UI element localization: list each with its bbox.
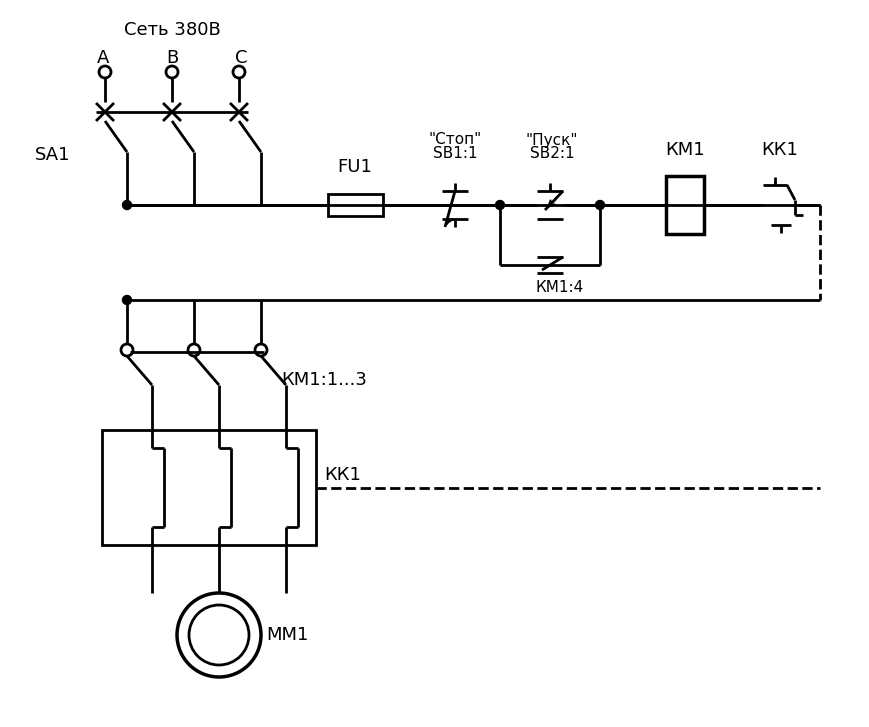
Bar — [666, 176, 704, 234]
Circle shape — [123, 295, 131, 305]
Text: КК1: КК1 — [761, 141, 799, 159]
Circle shape — [595, 201, 605, 209]
Text: Сеть 380В: Сеть 380В — [123, 21, 221, 39]
Circle shape — [495, 201, 505, 209]
Text: С: С — [235, 49, 248, 67]
Text: КК1: КК1 — [324, 467, 361, 484]
Text: SB1:1: SB1:1 — [433, 145, 477, 161]
Circle shape — [123, 201, 131, 209]
Text: SA1: SA1 — [36, 146, 70, 164]
Text: КМ1: КМ1 — [665, 141, 705, 159]
Text: КМ1:1...3: КМ1:1...3 — [281, 371, 367, 389]
Text: FU1: FU1 — [337, 158, 373, 176]
Bar — [328, 194, 383, 216]
Text: "Пуск": "Пуск" — [526, 132, 578, 148]
Text: В: В — [166, 49, 178, 67]
Text: "Стоп": "Стоп" — [428, 132, 481, 148]
Text: КМ1:4: КМ1:4 — [536, 279, 584, 294]
Text: А: А — [96, 49, 109, 67]
Text: SB2:1: SB2:1 — [530, 145, 574, 161]
Text: ММ1: ММ1 — [266, 626, 308, 644]
Bar — [102, 430, 316, 545]
